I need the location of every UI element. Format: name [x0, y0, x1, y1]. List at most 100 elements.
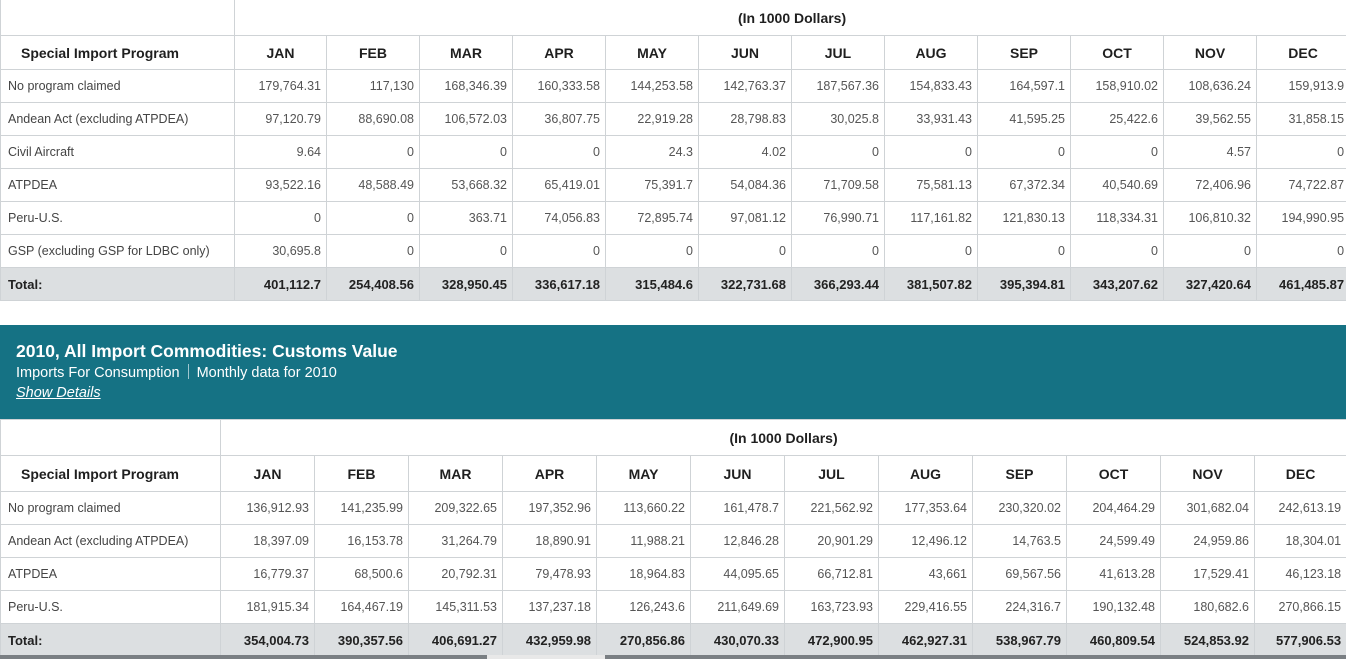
column-header-jul[interactable]: JUL	[784, 455, 879, 492]
horizontal-scrollbar[interactable]	[0, 655, 1346, 659]
table-cell: 242,613.19	[1253, 491, 1346, 525]
table-cell: 270,866.15	[1253, 590, 1346, 624]
column-header-jan[interactable]: JAN	[234, 35, 327, 70]
table-cell: 0	[419, 234, 513, 268]
table-cell: 0	[884, 135, 978, 169]
table-cell: 46,123.18	[1253, 557, 1346, 591]
column-header-program[interactable]: Special Import Program	[0, 35, 235, 70]
table-cell: 209,322.65	[408, 491, 503, 525]
table-cell: 31,858.15	[1255, 102, 1346, 136]
table-cell: 54,084.36	[698, 168, 792, 202]
total-cell: 401,112.7	[234, 267, 327, 301]
total-cell: 343,207.62	[1070, 267, 1164, 301]
column-header-sep[interactable]: SEP	[977, 35, 1071, 70]
column-header-aug[interactable]: AUG	[884, 35, 978, 70]
total-cell: 538,967.79	[972, 623, 1067, 657]
table-cell: 0	[1070, 135, 1164, 169]
total-label: Total:	[0, 623, 221, 657]
column-header-aug[interactable]: AUG	[878, 455, 973, 492]
table-cell: 0	[977, 234, 1071, 268]
table-cell: 137,237.18	[502, 590, 597, 624]
column-header-jul[interactable]: JUL	[791, 35, 885, 70]
table-cell: 18,890.91	[502, 524, 597, 558]
row-label: Civil Aircraft	[0, 135, 235, 169]
column-header-feb[interactable]: FEB	[326, 35, 420, 70]
table-cell: 0	[512, 135, 606, 169]
column-header-dec[interactable]: DEC	[1255, 35, 1346, 70]
table-cell: 126,243.6	[596, 590, 691, 624]
table-row: Andean Act (excluding ATPDEA) 97,120.79 88…	[0, 102, 1346, 136]
table-cell: 22,919.28	[605, 102, 699, 136]
total-cell: 430,070.33	[690, 623, 785, 657]
column-header-mar[interactable]: MAR	[408, 455, 503, 492]
table-cell: 0	[1070, 234, 1164, 268]
row-label: No program claimed	[0, 491, 221, 525]
table-cell: 230,320.02	[972, 491, 1067, 525]
total-cell: 336,617.18	[512, 267, 606, 301]
total-cell: 327,420.64	[1163, 267, 1257, 301]
table-cell: 44,095.65	[690, 557, 785, 591]
total-cell: 366,293.44	[791, 267, 885, 301]
table-cell: 108,636.24	[1163, 69, 1257, 103]
table-row: No program claimed 136,912.93 141,235.99 20…	[0, 491, 1346, 525]
column-header-apr[interactable]: APR	[512, 35, 606, 70]
column-header-jun[interactable]: JUN	[690, 455, 785, 492]
scrollbar-thumb[interactable]	[487, 655, 605, 659]
column-header-mar[interactable]: MAR	[419, 35, 513, 70]
table-cell: 113,660.22	[596, 491, 691, 525]
table-cell: 30,025.8	[791, 102, 885, 136]
table-cell: 141,235.99	[314, 491, 409, 525]
table-cell: 204,464.29	[1066, 491, 1161, 525]
column-header-oct[interactable]: OCT	[1066, 455, 1161, 492]
table-cell: 142,763.37	[698, 69, 792, 103]
column-header-may[interactable]: MAY	[596, 455, 691, 492]
column-header-may[interactable]: MAY	[605, 35, 699, 70]
table-row: Peru-U.S. 0 0 363.71 74,056.83 72,895.74 97,08…	[0, 201, 1346, 235]
table-cell: 24,959.86	[1160, 524, 1255, 558]
total-cell: 524,853.92	[1160, 623, 1255, 657]
row-label: No program claimed	[0, 69, 235, 103]
table-row: ATPDEA 16,779.37 68,500.6 20,792.31 79,478.9…	[0, 557, 1346, 591]
column-header-jun[interactable]: JUN	[698, 35, 792, 70]
table2-header-row: Special Import Program JAN FEB MAR APR MAY JUN…	[0, 455, 1346, 492]
table-cell: 16,779.37	[220, 557, 315, 591]
table-cell: 20,792.31	[408, 557, 503, 591]
table-row: Andean Act (excluding ATPDEA) 18,397.09 16…	[0, 524, 1346, 558]
table-cell: 68,500.6	[314, 557, 409, 591]
column-header-apr[interactable]: APR	[502, 455, 597, 492]
column-header-jan[interactable]: JAN	[220, 455, 315, 492]
table-cell: 117,130	[326, 69, 420, 103]
column-header-sep[interactable]: SEP	[972, 455, 1067, 492]
section-header-2010: 2010, All Import Commodities: Customs Va…	[0, 325, 1346, 419]
column-header-nov[interactable]: NOV	[1163, 35, 1257, 70]
table-cell: 74,056.83	[512, 201, 606, 235]
column-header-oct[interactable]: OCT	[1070, 35, 1164, 70]
table-cell: 177,353.64	[878, 491, 973, 525]
column-header-feb[interactable]: FEB	[314, 455, 409, 492]
table-cell: 72,895.74	[605, 201, 699, 235]
table-cell: 12,496.12	[878, 524, 973, 558]
table-cell: 69,567.56	[972, 557, 1067, 591]
table-cell: 0	[1255, 135, 1346, 169]
table-cell: 12,846.28	[690, 524, 785, 558]
table-cell: 181,915.34	[220, 590, 315, 624]
table-cell: 154,833.43	[884, 69, 978, 103]
table-cell: 0	[512, 234, 606, 268]
total-cell: 390,357.56	[314, 623, 409, 657]
table-cell: 41,613.28	[1066, 557, 1161, 591]
column-header-nov[interactable]: NOV	[1160, 455, 1255, 492]
total-cell: 315,484.6	[605, 267, 699, 301]
total-cell: 381,507.82	[884, 267, 978, 301]
column-header-program[interactable]: Special Import Program	[0, 455, 221, 492]
column-header-dec[interactable]: DEC	[1253, 455, 1346, 492]
row-label: Andean Act (excluding ATPDEA)	[0, 524, 221, 558]
table-cell: 301,682.04	[1160, 491, 1255, 525]
table-cell: 106,810.32	[1163, 201, 1257, 235]
table-cell: 168,346.39	[419, 69, 513, 103]
show-details-link[interactable]: Show Details	[16, 385, 101, 401]
table-cell: 18,397.09	[220, 524, 315, 558]
table-cell: 145,311.53	[408, 590, 503, 624]
table-cell: 17,529.41	[1160, 557, 1255, 591]
table-cell: 0	[419, 135, 513, 169]
total-row: Total: 401,112.7 254,408.56 328,950.45 336,6…	[0, 267, 1346, 301]
